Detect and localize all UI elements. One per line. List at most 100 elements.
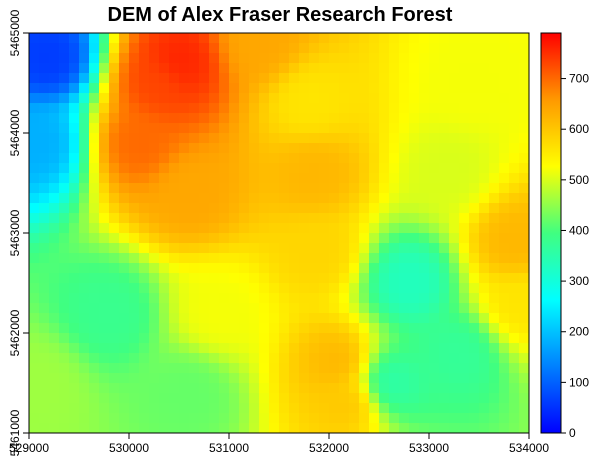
raster-cell [389,93,400,104]
raster-cell [159,323,170,334]
raster-cell [239,123,250,134]
raster-cell [489,383,500,394]
raster-cell [129,53,140,64]
raster-cell [129,63,140,74]
raster-cell [439,193,450,204]
raster-cell [219,323,230,334]
raster-cell [159,193,170,204]
raster-cell [189,283,200,294]
raster-cell [79,423,90,434]
raster-cell [79,253,90,264]
raster-cell [209,73,220,84]
raster-cell [29,203,40,214]
raster-cell [259,403,270,414]
raster-cell [359,333,370,344]
raster-cell [409,173,420,184]
raster-cell [189,53,200,64]
raster-cell [289,43,300,54]
raster-cell [259,353,270,364]
raster-cell [269,103,280,114]
raster-cell [269,73,280,84]
raster-cell [59,193,70,204]
raster-cell [109,113,120,124]
raster-cell [499,43,510,54]
raster-cell [159,93,170,104]
raster-cell [399,133,410,144]
raster-cell [219,33,230,44]
raster-cell [289,243,300,254]
raster-cell [199,153,210,164]
raster-cell [329,143,340,154]
raster-cell [79,383,90,394]
raster-cell [159,173,170,184]
raster-cell [59,213,70,224]
raster-cell [439,33,450,44]
raster-cell [409,83,420,94]
raster-cell [259,423,270,434]
raster-cell [329,253,340,264]
raster-cell [129,113,140,124]
raster-cell [499,143,510,154]
raster-cell [209,173,220,184]
raster-cell [69,123,80,134]
raster-cell [249,183,260,194]
raster-cell [129,73,140,84]
raster-cell [449,33,460,44]
raster-cell [59,343,70,354]
raster-cell [449,243,460,254]
raster-cell [339,323,350,334]
raster-cell [499,53,510,64]
raster-cell [259,33,270,44]
raster-cell [329,213,340,224]
raster-cell [69,103,80,114]
raster-cell [399,283,410,294]
colorbar-tick-label: 500 [569,173,589,187]
raster-cell [449,423,460,434]
raster-cell [279,113,290,124]
colorbar [541,33,561,433]
raster-cell [519,303,530,314]
raster-cell [459,323,470,334]
raster-cell [169,213,180,224]
raster-cell [89,153,100,164]
raster-cell [39,183,50,194]
raster-cell [229,183,240,194]
raster-cell [269,63,280,74]
raster-cell [359,343,370,354]
raster-cell [439,53,450,64]
raster-cell [209,253,220,264]
raster-cell [69,373,80,384]
raster-cell [349,203,360,214]
raster-cell [129,43,140,54]
raster-cell [399,93,410,104]
raster-cell [289,263,300,274]
raster-cell [249,323,260,334]
raster-cell [169,73,180,84]
raster-cell [89,183,100,194]
raster-cell [419,123,430,134]
raster-cell [489,143,500,154]
raster-cell [369,153,380,164]
raster-cell [259,43,270,54]
raster-cell [209,273,220,284]
raster-cell [239,333,250,344]
y-tick-label: 5465000 [8,9,22,56]
raster-cell [189,103,200,114]
raster-cell [289,273,300,284]
raster-cell [379,163,390,174]
raster-cell [129,413,140,424]
raster-cell [429,133,440,144]
raster-cell [299,113,310,124]
raster-cell [409,373,420,384]
raster-cell [339,103,350,114]
raster-cell [519,73,530,84]
raster-cell [149,183,160,194]
raster-cell [109,323,120,334]
raster-cell [439,423,450,434]
raster-cell [469,373,480,384]
raster-cell [349,283,360,294]
raster-cell [189,93,200,104]
raster-cell [509,403,520,414]
raster-cell [449,63,460,74]
